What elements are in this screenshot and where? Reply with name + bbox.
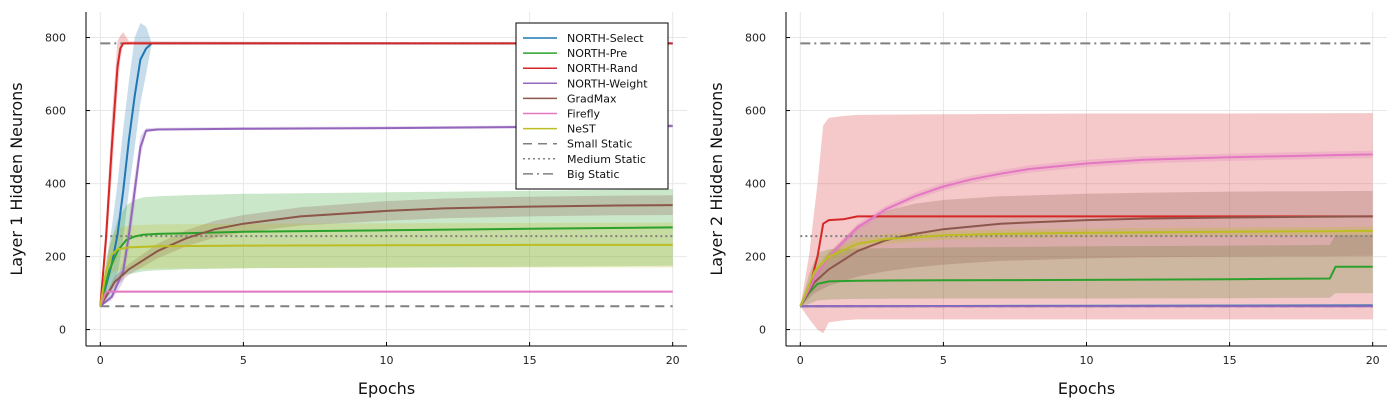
- legend-label: NORTH-Rand: [567, 62, 638, 75]
- x-axis-label: Epochs: [1058, 379, 1115, 398]
- legend-label: Firefly: [567, 108, 601, 121]
- legend-label: Small Static: [567, 138, 633, 151]
- series-line-north-rand: [99, 42, 673, 307]
- grid: [786, 12, 1387, 346]
- x-tick-label: 10: [1080, 354, 1094, 367]
- y-tick-label: 200: [45, 251, 66, 264]
- series-line-gradmax: [99, 204, 673, 307]
- x-tick-label: 10: [380, 354, 394, 367]
- x-tick-label: 15: [1223, 354, 1237, 367]
- x-tick-label: 5: [240, 354, 247, 367]
- x-tick-label: 15: [523, 354, 537, 367]
- x-tick-label: 0: [797, 354, 804, 367]
- band-north-pre: [800, 234, 1373, 307]
- x-tick-label: 5: [940, 354, 947, 367]
- series-line-north-pre: [799, 265, 1373, 307]
- band-north-pre: [100, 189, 673, 307]
- plot-area: [799, 42, 1373, 334]
- legend-label: NORTH-Pre: [567, 47, 627, 60]
- series-line-nest: [99, 243, 673, 307]
- series-line-firefly: [99, 290, 673, 307]
- legend: NORTH-Select NORTH-Pre NORTH-Rand NORTH-Wei…: [515, 22, 669, 190]
- band-nest: [100, 222, 673, 307]
- y-tick-label: 400: [745, 178, 766, 191]
- y-tick-label: 800: [45, 32, 66, 45]
- y-tick-label: 600: [45, 105, 66, 118]
- x-axis-label: Epochs: [358, 379, 415, 398]
- y-tick-label: 600: [745, 105, 766, 118]
- series-line-north-rand: [799, 215, 1373, 307]
- y-axis-label: Layer 2 Hidden Neurons: [707, 82, 726, 275]
- y-tick-label: 400: [45, 178, 66, 191]
- legend-label: NORTH-Select: [567, 32, 644, 45]
- legend-label: Medium Static: [567, 153, 646, 166]
- band-gradmax: [800, 190, 1373, 307]
- y-tick-label: 0: [59, 324, 66, 337]
- legend-label: NORTH-Weight: [567, 77, 648, 90]
- legend-box: [515, 22, 669, 190]
- y-tick-label: 200: [745, 251, 766, 264]
- band-north-rand: [800, 113, 1373, 334]
- series-line-nest: [799, 230, 1373, 307]
- y-tick-label: 0: [759, 324, 766, 337]
- x-tick-label: 0: [97, 354, 104, 367]
- series-line-firefly: [799, 153, 1373, 307]
- plot-area: [99, 23, 673, 308]
- band-nest: [800, 226, 1373, 307]
- legend-label: NeST: [567, 123, 596, 136]
- x-tick-label: 20: [1366, 354, 1380, 367]
- legend-label: GradMax: [567, 92, 617, 105]
- y-tick-label: 800: [745, 32, 766, 45]
- series-line-gradmax: [799, 215, 1373, 307]
- series-line-north-pre: [99, 226, 673, 307]
- legend-label: Big Static: [567, 168, 620, 181]
- x-tick-label: 20: [666, 354, 680, 367]
- band-firefly: [800, 150, 1373, 307]
- y-axis-label: Layer 1 Hidden Neurons: [7, 82, 26, 275]
